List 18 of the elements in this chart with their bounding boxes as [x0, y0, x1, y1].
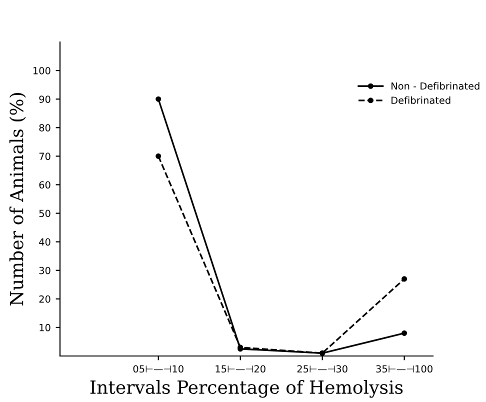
y-tick-label: 60 [39, 181, 50, 189]
y-tick-label: 10 [40, 324, 50, 332]
x-tick-label: 05⊢—⊣10 [133, 365, 184, 373]
y-tick-label: 30 [39, 266, 50, 274]
x-tick-label: 25⊢—⊣30 [297, 365, 348, 373]
legend-label: Defibrinated [392, 96, 450, 104]
x-axis-title: Intervals Percentage of Hemolysis [90, 380, 403, 398]
x-tick-label: 35⊢—⊣100 [376, 365, 432, 373]
y-tick-label: 40 [39, 238, 50, 246]
y-tick-label: 80 [39, 124, 50, 132]
x-tick-label: 15⊢—⊣20 [216, 365, 266, 373]
y-tick-label: 20 [39, 295, 50, 303]
y-axis-title: Number of Animals (%) [9, 93, 26, 306]
y-tick-label: 100 [33, 67, 50, 74]
y-tick-label: 50 [39, 210, 50, 218]
y-tick-label: 70 [39, 152, 50, 160]
y-tick-label: 90 [39, 96, 50, 103]
legend-label: Non - Defibrinated [392, 82, 480, 90]
